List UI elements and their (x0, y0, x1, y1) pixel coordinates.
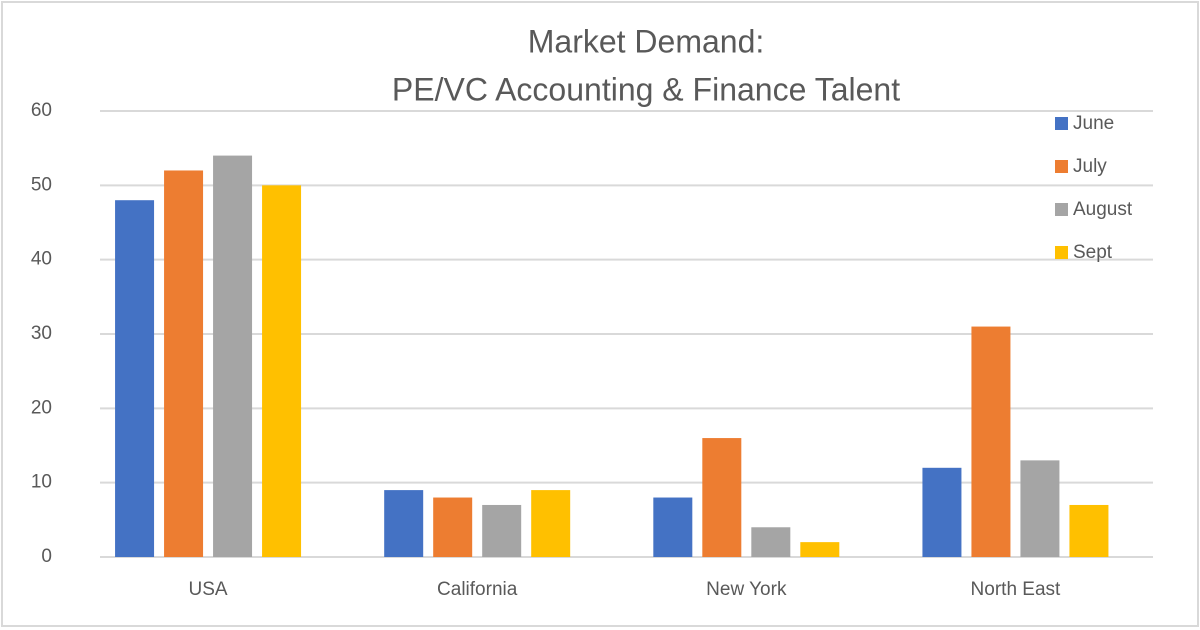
bar (653, 497, 693, 557)
legend-label: August (1073, 199, 1133, 220)
bar (922, 467, 962, 557)
bar (800, 542, 840, 557)
legend-swatch (1055, 246, 1068, 259)
legend-swatch (1055, 160, 1068, 173)
y-tick-label: 20 (31, 397, 52, 418)
bar (482, 504, 522, 557)
bar (702, 438, 742, 557)
bar (384, 490, 424, 557)
x-tick-label: USA (189, 579, 228, 600)
bar (262, 185, 302, 558)
chart-title: PE/VC Accounting & Finance Talent (392, 71, 900, 107)
y-tick-label: 30 (31, 323, 52, 344)
legend-label: Sept (1073, 242, 1113, 263)
legend-label: July (1073, 156, 1107, 177)
bar (1020, 460, 1060, 557)
legend-swatch (1055, 117, 1068, 130)
bar (433, 497, 473, 557)
legend-label: June (1073, 113, 1114, 134)
bar (531, 490, 571, 557)
bar (971, 326, 1011, 557)
y-tick-label: 40 (31, 249, 52, 270)
x-tick-label: North East (971, 579, 1061, 600)
bar (1069, 504, 1109, 557)
bar (164, 170, 204, 557)
chart-title: Market Demand: (528, 23, 765, 59)
legend-swatch (1055, 203, 1068, 216)
y-tick-label: 10 (31, 472, 52, 493)
y-tick-label: 60 (31, 100, 52, 121)
bar (213, 155, 253, 557)
x-tick-label: New York (706, 579, 787, 600)
x-tick-label: California (437, 579, 518, 600)
y-tick-label: 50 (31, 174, 52, 195)
y-tick-label: 0 (41, 546, 52, 567)
bar (115, 200, 155, 557)
bar (751, 527, 791, 557)
